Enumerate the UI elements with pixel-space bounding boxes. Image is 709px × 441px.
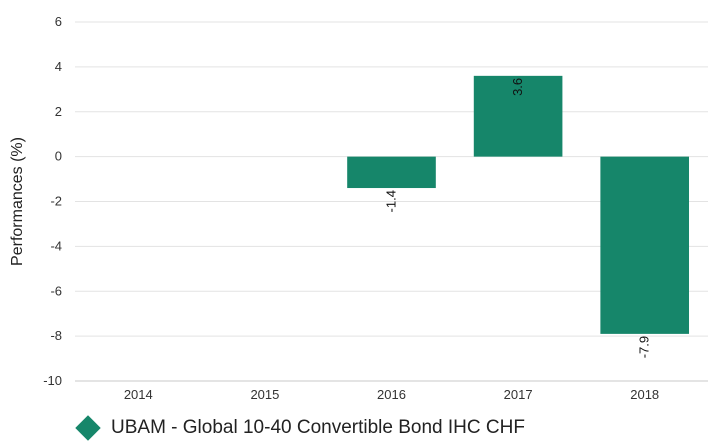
legend-label: UBAM - Global 10-40 Convertible Bond IHC… (111, 417, 525, 438)
bar (347, 156, 436, 189)
gridlines (75, 21, 708, 337)
x-tick-label: 2018 (630, 387, 659, 402)
y-tick-label: -8 (50, 328, 62, 343)
y-tick-label: -6 (50, 283, 62, 298)
legend-marker-icon (75, 415, 101, 441)
data-label: 3.6 (510, 78, 525, 96)
data-labels: -1.4 3.6 -7.9 (384, 78, 652, 358)
y-axis-title: Performances (%) (9, 137, 26, 266)
bar-chart: 6 4 2 0 -2 -4 -6 -8 -10 2014 2015 2016 2017 2018 -1.… (9, 14, 708, 402)
legend[interactable]: UBAM - Global 10-40 Convertible Bond IHC… (75, 415, 525, 441)
y-tick-label: 4 (55, 59, 62, 74)
y-tick-label: -4 (50, 238, 62, 253)
x-tick-label: 2014 (124, 387, 153, 402)
y-tick-label: -2 (50, 194, 62, 209)
bar (473, 75, 563, 157)
y-tick-label: -10 (43, 373, 62, 388)
x-axis-ticks: 2014 2015 2016 2017 2018 (124, 387, 659, 402)
x-tick-label: 2016 (377, 387, 406, 402)
y-tick-label: 6 (55, 14, 62, 29)
data-label: -7.9 (637, 336, 652, 358)
bars (347, 75, 690, 334)
bar (600, 156, 690, 334)
x-tick-label: 2017 (504, 387, 533, 402)
y-tick-label: 0 (55, 149, 62, 164)
data-label: -1.4 (384, 190, 399, 212)
x-tick-label: 2015 (250, 387, 279, 402)
y-axis-ticks: 6 4 2 0 -2 -4 -6 -8 -10 (43, 14, 62, 388)
y-tick-label: 2 (55, 104, 62, 119)
